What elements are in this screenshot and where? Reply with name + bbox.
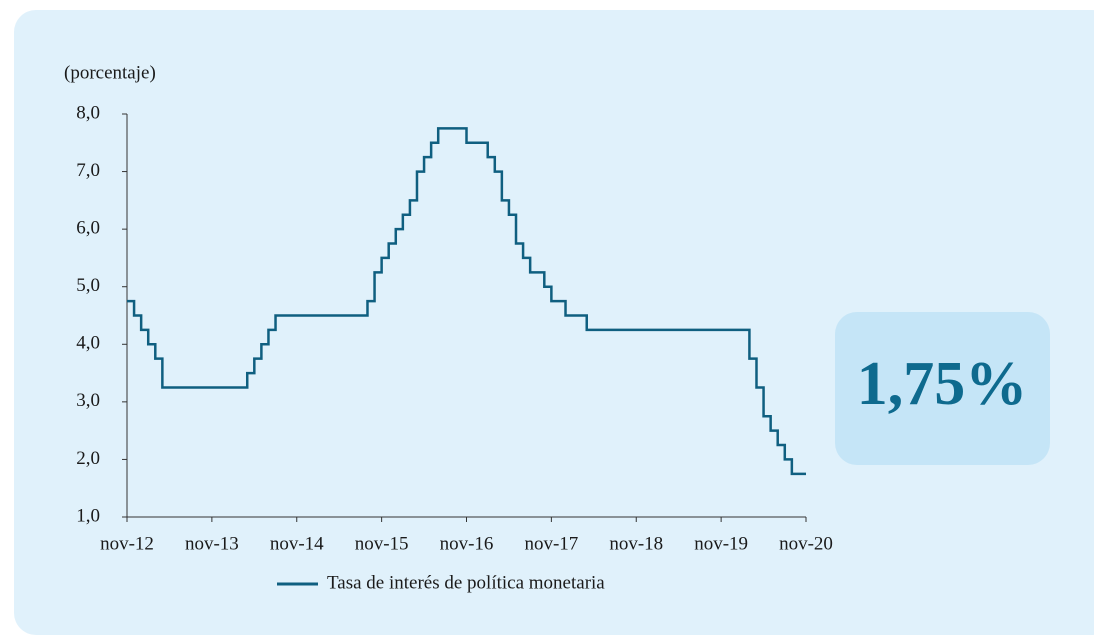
x-tick-label: nov-12: [100, 533, 154, 554]
x-tick-label: nov-15: [355, 533, 409, 554]
x-tick-label: nov-13: [185, 533, 239, 554]
x-tick-label: nov-16: [440, 533, 494, 554]
legend-label: Tasa de interés de política monetaria: [327, 572, 605, 593]
highlight-box: [835, 312, 1050, 465]
x-tick-label: nov-18: [609, 533, 663, 554]
x-tick-label: nov-14: [270, 533, 324, 554]
y-tick-label: 2,0: [76, 448, 100, 469]
y-tick-label: 1,0: [76, 505, 100, 526]
y-axis-label: (porcentaje): [64, 62, 156, 83]
y-tick-label: 6,0: [76, 218, 100, 239]
y-tick-label: 3,0: [76, 390, 100, 411]
y-tick-label: 7,0: [76, 160, 100, 181]
annotation: 1,75%: [857, 350, 1028, 418]
x-tick-label: nov-19: [694, 533, 748, 554]
y-tick-label: 5,0: [76, 275, 100, 296]
x-tick-label: nov-20: [779, 533, 833, 554]
y-tick-label: 8,0: [76, 102, 100, 123]
y-tick-label: 4,0: [76, 333, 100, 354]
data-line: [127, 127, 806, 476]
panel: [14, 10, 1094, 635]
x-tick-label: nov-17: [524, 533, 578, 554]
